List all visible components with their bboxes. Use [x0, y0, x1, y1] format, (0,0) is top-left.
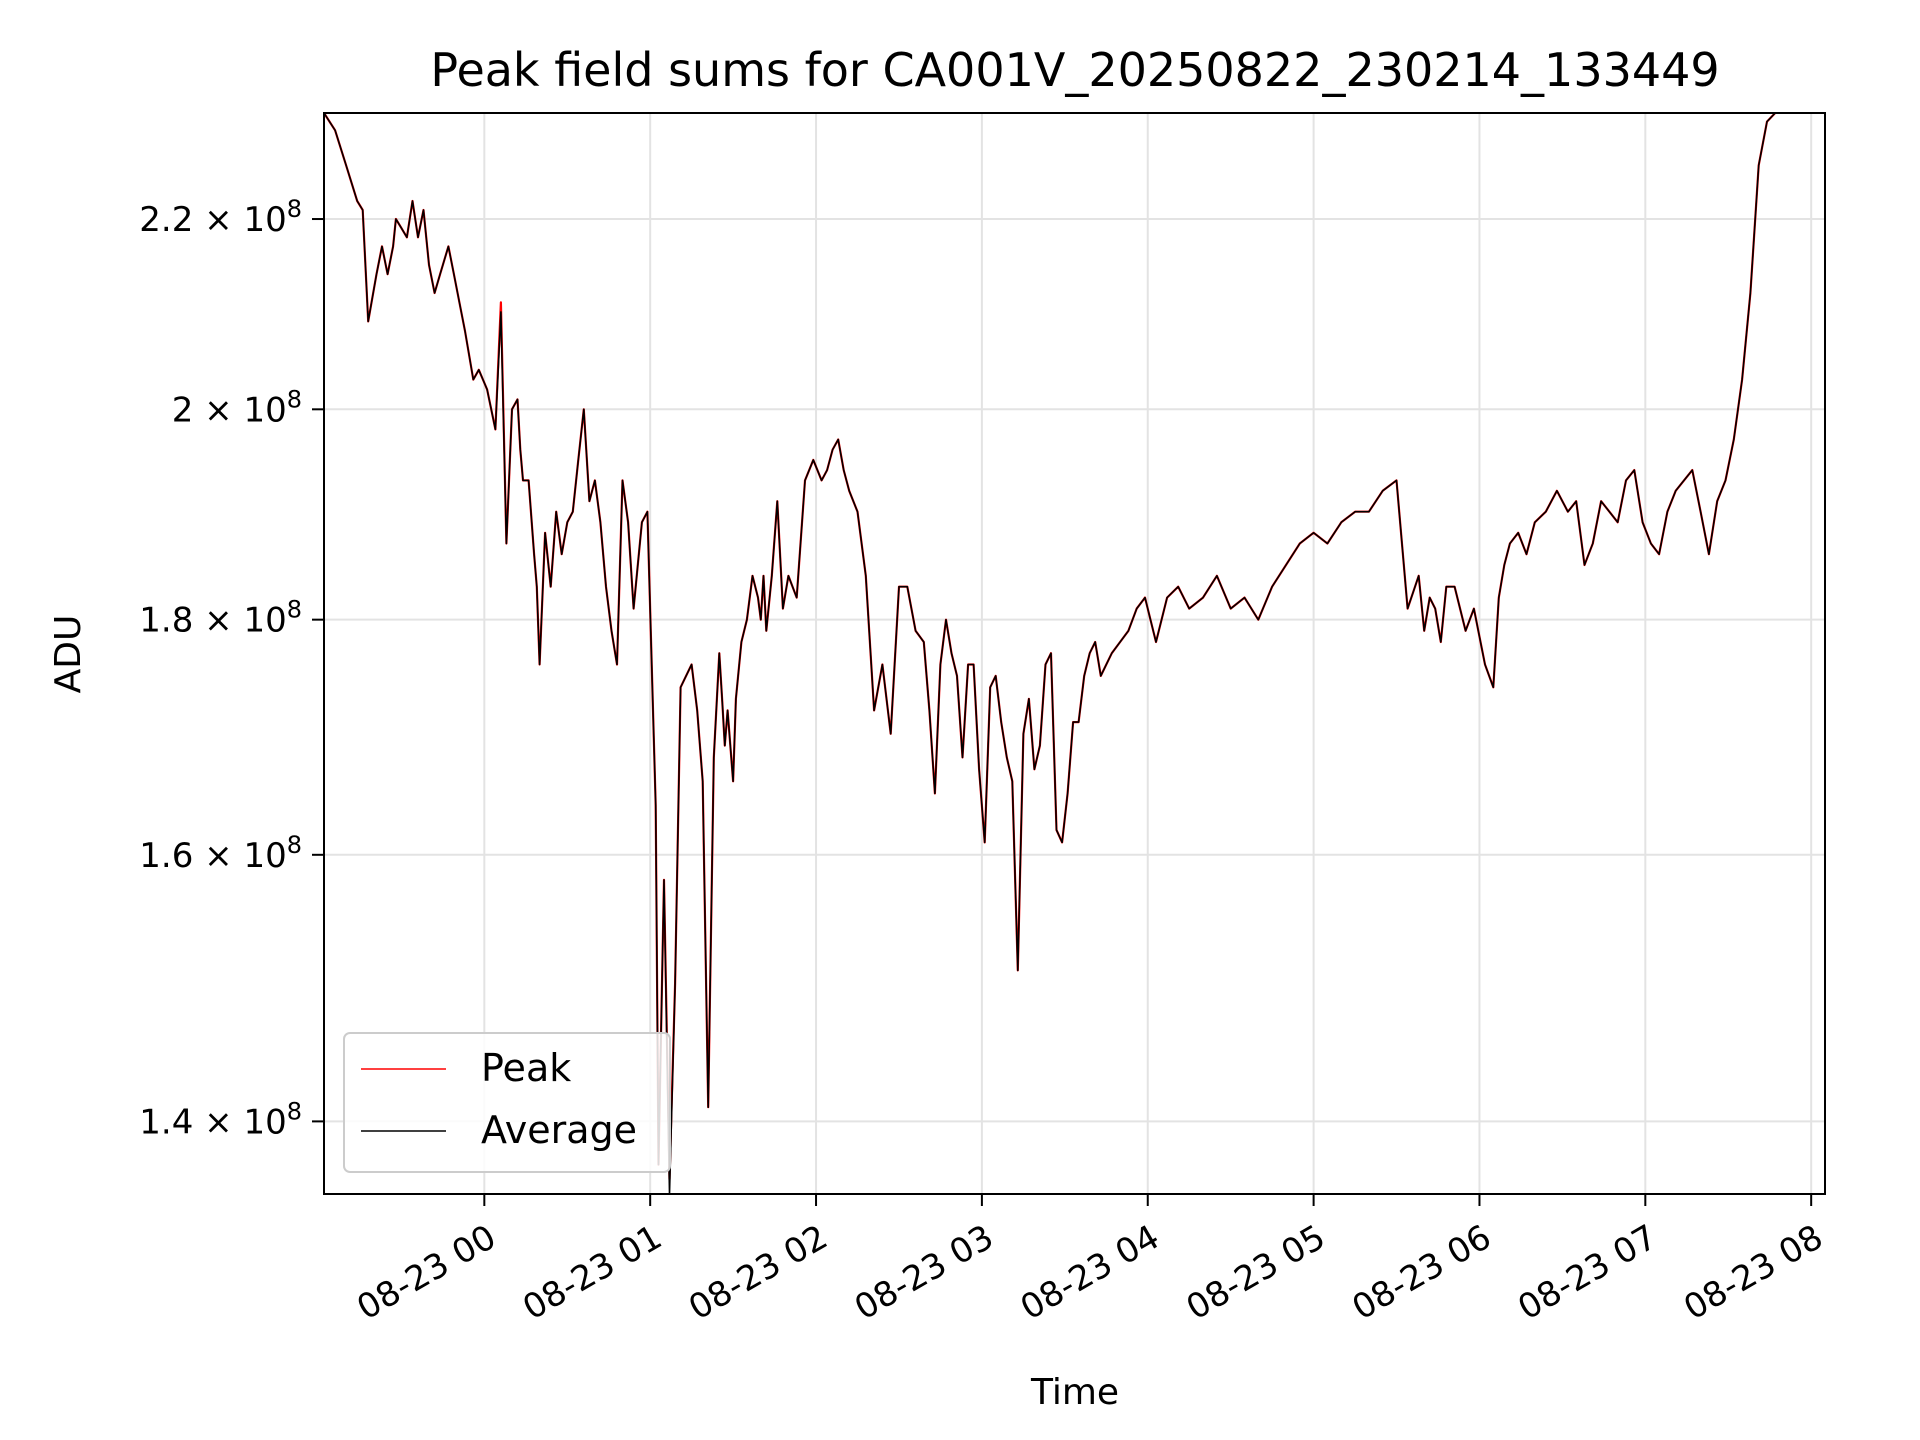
axes-frame — [323, 112, 1826, 1195]
chart-title: Peak field sums for CA001V_20250822_2302… — [430, 43, 1719, 97]
y-tick-label: 1.8 × 108 — [139, 596, 302, 641]
y-tick-label: 1.6 × 108 — [139, 831, 302, 876]
grid — [324, 113, 1825, 1194]
legend: Peak Average — [343, 1032, 671, 1173]
legend-label-average: Average — [481, 1108, 637, 1152]
plot-area — [323, 112, 1776, 1195]
y-tick-label: 2 × 108 — [172, 385, 302, 430]
y-tick-label: 2.2 × 108 — [139, 195, 302, 240]
y-axis-label: ADU — [48, 615, 89, 694]
series-line-average — [323, 112, 1776, 1195]
legend-box — [343, 1032, 671, 1173]
legend-label-peak: Peak — [481, 1046, 571, 1090]
x-axis-label: Time — [1030, 1372, 1119, 1413]
y-tick-label: 1.4 × 108 — [139, 1097, 302, 1142]
y-axis: 1.4 × 108 1.6 × 108 1.8 × 108 2 × 108 2.2 × … — [139, 195, 324, 1142]
